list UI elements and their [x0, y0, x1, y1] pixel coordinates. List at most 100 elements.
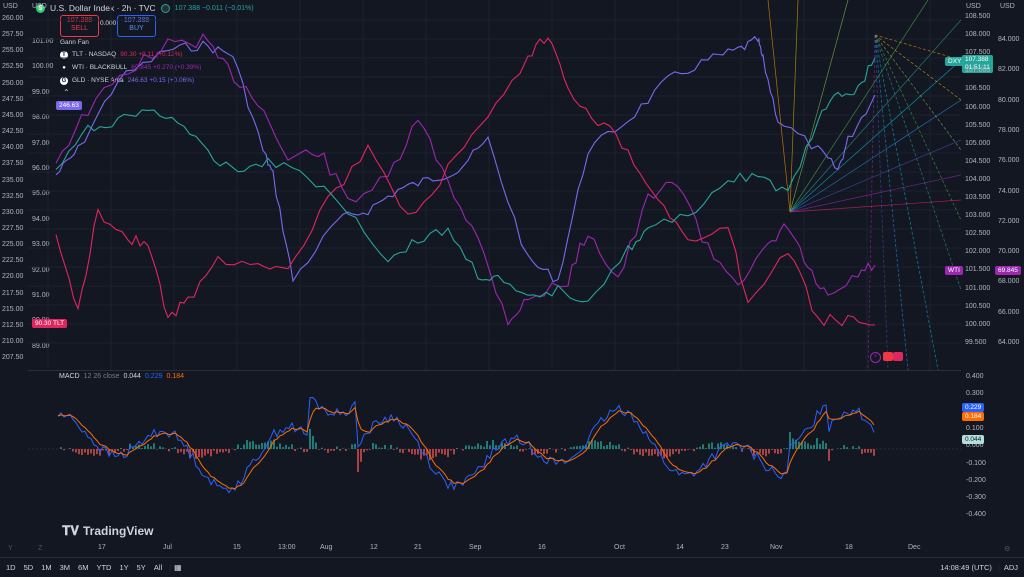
macd-histogram-bar — [759, 449, 761, 453]
macd-histogram-bar — [75, 449, 77, 453]
gann-fan-line[interactable] — [790, 0, 848, 212]
separator-2: | — [998, 563, 1000, 572]
macd-histogram-bar — [807, 443, 809, 449]
macd-histogram-bar — [768, 449, 770, 454]
macd-histogram-bar — [360, 449, 362, 462]
range-button[interactable]: YTD — [92, 563, 115, 572]
gann-fan-dashed-line[interactable] — [875, 35, 888, 370]
macd-histogram-bar — [171, 448, 173, 449]
gann-fan-line[interactable] — [790, 175, 961, 212]
macd-axis[interactable]: 0.4000.3000.2000.1000.000-0.100-0.200-0.… — [962, 370, 1024, 542]
range-button[interactable]: 5Y — [133, 563, 150, 572]
macd-line[interactable] — [58, 398, 874, 493]
axis-tick-label: 106.500 — [965, 85, 990, 92]
macd-histogram-bar — [126, 449, 128, 450]
wti-series-line[interactable] — [56, 34, 875, 324]
zoom-icon[interactable]: Z — [38, 545, 42, 552]
macd-histogram-bar — [633, 449, 635, 454]
time-tick-label: 16 — [538, 544, 546, 551]
macd-histogram-bar — [78, 449, 80, 454]
gann-fan-line[interactable] — [790, 0, 798, 212]
gann-fan-line[interactable] — [768, 0, 790, 212]
time-tick-label: 21 — [414, 544, 422, 551]
macd-legend[interactable]: MACD 12 26 close 0.044 0.229 0.184 — [59, 373, 184, 380]
macd-histogram-bar — [150, 446, 152, 449]
tlt-tag-name: TLT — [53, 320, 64, 327]
macd-histogram-bar — [669, 449, 671, 456]
macd-histogram-bar — [117, 449, 119, 451]
gann-fan-line[interactable] — [790, 0, 928, 212]
macd-histogram-bar — [207, 449, 209, 454]
axis-tick-label: 260.00 — [2, 15, 23, 22]
gann-fan-line[interactable] — [790, 100, 961, 212]
axis-tick-label: 108.500 — [965, 13, 990, 20]
price-chart[interactable] — [28, 0, 961, 370]
macd-chart[interactable] — [28, 371, 961, 543]
macd-histogram-bar — [711, 442, 713, 449]
adj-toggle[interactable]: ADJ — [1004, 563, 1018, 572]
macd-histogram-bar — [291, 444, 293, 449]
macd-histogram-bar — [681, 449, 683, 451]
macd-histogram-bar — [780, 449, 782, 453]
tlt-series-line[interactable] — [56, 38, 875, 326]
macd-histogram-bar — [399, 449, 401, 453]
gann-fan-dashed-line[interactable] — [875, 35, 961, 100]
gann-fan-line[interactable] — [790, 140, 961, 212]
macd-histogram-bar — [453, 449, 455, 454]
us-flag-event-icon[interactable] — [883, 352, 893, 361]
macd-histogram-bar — [330, 449, 332, 451]
macd-histogram-bar — [474, 446, 476, 449]
chart-settings-left-icon[interactable]: Y — [8, 545, 13, 552]
macd-histogram-bar — [393, 449, 395, 450]
macd-histogram-bar — [594, 440, 596, 449]
lightning-event-icon[interactable]: ⚡ — [870, 352, 881, 363]
us-flag-event-icon-2[interactable] — [893, 352, 903, 361]
main-chart-pane[interactable] — [28, 0, 961, 370]
macd-histogram-bar — [519, 449, 521, 451]
range-button[interactable]: 1D — [2, 563, 20, 572]
range-button[interactable]: 5D — [20, 563, 38, 572]
range-button[interactable]: 1M — [37, 563, 55, 572]
macd-histogram-bar — [489, 445, 491, 449]
macd-histogram-bar — [864, 449, 866, 453]
macd-histogram-bar — [444, 449, 446, 455]
axis-tick-label: 78.000 — [998, 127, 1019, 134]
calendar-icon[interactable]: ▦ — [174, 563, 182, 572]
macd-histogram-bar — [213, 449, 215, 451]
macd-histogram-bar — [717, 443, 719, 449]
range-button[interactable]: All — [150, 563, 166, 572]
gann-fan-dashed-line[interactable] — [875, 35, 961, 150]
macd-histogram-bar — [708, 444, 710, 449]
macd-histogram-bar — [237, 444, 239, 449]
wti-name-tag: WTI — [945, 266, 963, 275]
range-button[interactable]: 1Y — [115, 563, 132, 572]
macd-histogram-bar — [90, 449, 92, 453]
macd-histogram-bar — [84, 449, 86, 452]
macd-histogram-bar — [339, 449, 341, 451]
range-button[interactable]: 6M — [74, 563, 92, 572]
macd-histogram-bar — [873, 449, 875, 456]
time-tick-label: Sep — [469, 544, 481, 551]
gld-series-line[interactable] — [56, 37, 875, 282]
macd-histogram-bar — [612, 445, 614, 449]
gann-fan-dashed-line[interactable] — [875, 35, 961, 290]
axis-tick-label: 240.00 — [2, 144, 23, 151]
macd-pane[interactable]: MACD 12 26 close 0.044 0.229 0.184 — [28, 370, 961, 543]
macd-histogram-bar — [435, 449, 437, 457]
utc-clock[interactable]: 14:08:49 (UTC) — [940, 563, 992, 572]
settings-icon[interactable]: ⚙ — [1004, 545, 1010, 553]
tradingview-logo[interactable]: 𝐓𝐕 TradingView — [62, 523, 153, 539]
range-button[interactable]: 3M — [56, 563, 74, 572]
gann-fan-dashed-line[interactable] — [868, 35, 875, 370]
macd-histogram-bar — [345, 449, 347, 451]
macd-params: 12 26 close — [84, 373, 120, 380]
axis-tick-label: 237.50 — [2, 160, 23, 167]
axis-tick-label: 102.000 — [965, 248, 990, 255]
gann-fan-line[interactable] — [790, 60, 961, 212]
macd-histogram-bar — [705, 448, 707, 449]
macd-histogram-bar — [261, 443, 263, 449]
